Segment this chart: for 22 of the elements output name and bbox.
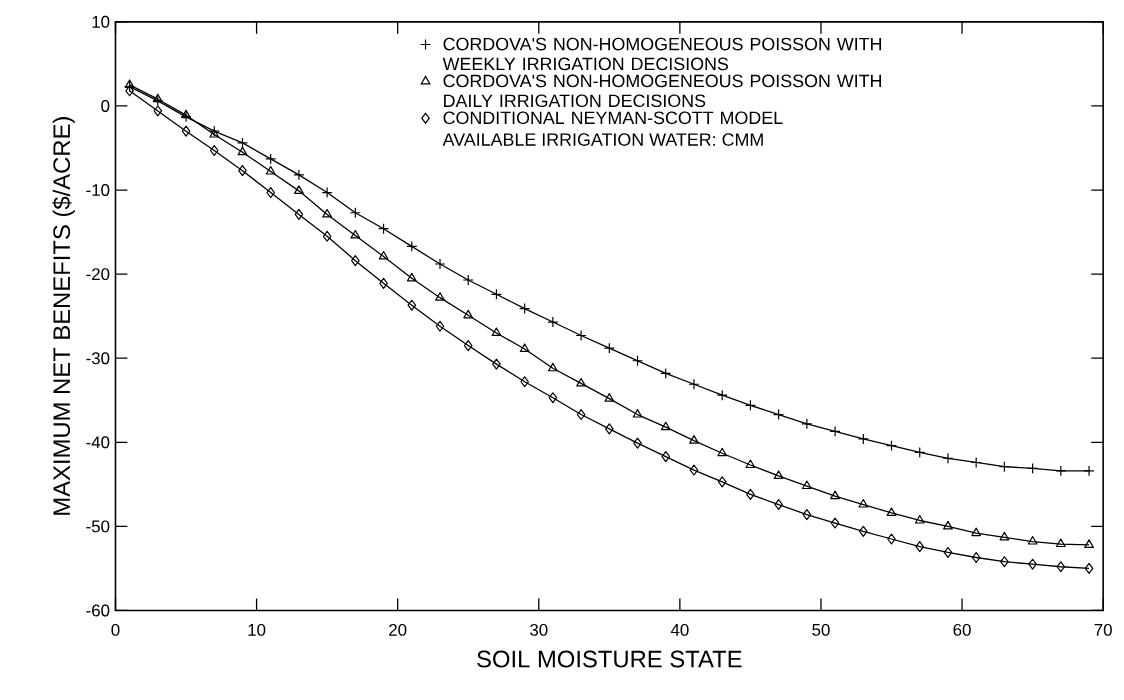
x-tick-label: 60: [953, 624, 971, 636]
y-tick-label: -40: [86, 436, 110, 449]
legend-label: CORDOVA'S NON-HOMOGENEOUS POISSON WITH WEEKLY IRRIGATION DECISIONS: [442, 37, 882, 71]
y-tick-label: -10: [86, 184, 110, 197]
y-axis-title: MAXIMUM NET BENEFITS ($/ACRE): [52, 117, 75, 515]
y-tick-label: -30: [86, 352, 110, 365]
x-tick-label: 20: [389, 624, 407, 636]
x-tick-label: 50: [812, 624, 830, 636]
annotation: AVAILABLE IRRIGATION WATER: CMM: [442, 133, 763, 146]
x-tick-label: 40: [670, 624, 689, 636]
legend-label: CONDITIONAL NEYMAN-SCOTT MODEL: [443, 111, 783, 125]
y-tick-label: -60: [86, 604, 110, 617]
x-tick-label: 10: [248, 624, 266, 636]
y-tick-label: 0: [101, 100, 110, 112]
x-tick-label: 30: [530, 624, 548, 636]
y-tick-label: 10: [92, 15, 110, 28]
y-tick-label: -20: [86, 268, 110, 281]
y-tick-label: -50: [86, 520, 110, 533]
legend-label: CORDOVA'S NON-HOMOGENEOUS POISSON WITH DAILY IRRIGATION DECISIONS: [443, 74, 882, 108]
x-tick-label: 70: [1094, 624, 1112, 636]
x-tick-label: 0: [111, 624, 120, 636]
x-axis-title: SOIL MOISTURE STATE: [477, 650, 742, 668]
